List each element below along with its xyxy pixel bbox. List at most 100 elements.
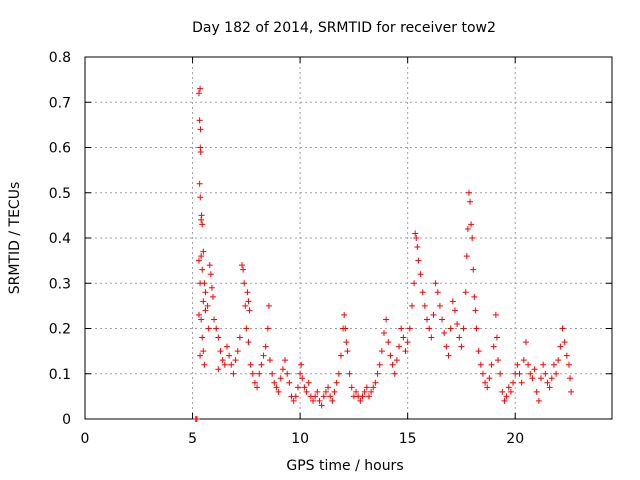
data-point bbox=[475, 348, 482, 355]
data-point bbox=[246, 307, 253, 314]
data-point bbox=[567, 375, 574, 382]
data-point bbox=[565, 361, 572, 368]
data-point bbox=[297, 370, 304, 377]
data-point bbox=[473, 325, 480, 332]
data-point bbox=[264, 325, 271, 332]
data-point bbox=[215, 334, 222, 341]
data-point bbox=[520, 357, 527, 364]
y-tick-label: 0.7 bbox=[49, 95, 71, 111]
data-point bbox=[242, 302, 249, 309]
data-point bbox=[432, 280, 439, 287]
data-point bbox=[337, 352, 344, 359]
data-point bbox=[207, 271, 214, 278]
data-point bbox=[516, 370, 523, 377]
data-point bbox=[445, 352, 452, 359]
data-point bbox=[279, 366, 286, 373]
data-point bbox=[221, 361, 228, 368]
data-point bbox=[463, 253, 470, 260]
data-point bbox=[501, 397, 508, 404]
labels: Day 182 of 2014, SRMTID for receiver tow… bbox=[7, 20, 496, 474]
data-point bbox=[542, 370, 549, 377]
data-point bbox=[471, 293, 478, 300]
data-point bbox=[424, 316, 431, 323]
data-point bbox=[236, 334, 243, 341]
data-point bbox=[277, 375, 284, 382]
x-tick-label: 10 bbox=[291, 431, 309, 447]
data-point bbox=[374, 370, 381, 377]
data-point bbox=[251, 379, 258, 386]
data-point bbox=[460, 325, 467, 332]
y-tick-label: 0.2 bbox=[49, 322, 71, 338]
data-point bbox=[335, 370, 342, 377]
data-point bbox=[199, 266, 206, 273]
data-point bbox=[533, 388, 540, 395]
data-points bbox=[192, 85, 575, 422]
data-point bbox=[451, 307, 458, 314]
data-point bbox=[559, 325, 566, 332]
data-point bbox=[198, 253, 205, 260]
data-point bbox=[303, 388, 310, 395]
data-point bbox=[456, 334, 463, 341]
data-point bbox=[413, 235, 420, 241]
data-point bbox=[477, 361, 484, 368]
data-point bbox=[380, 330, 387, 337]
data-point bbox=[232, 357, 239, 364]
data-point bbox=[344, 348, 351, 355]
data-point bbox=[546, 384, 553, 391]
data-point bbox=[469, 235, 476, 241]
data-point bbox=[402, 348, 409, 355]
data-point bbox=[198, 216, 205, 223]
data-point bbox=[398, 325, 405, 332]
data-point bbox=[408, 302, 415, 309]
data-point bbox=[342, 325, 349, 332]
data-point bbox=[206, 262, 213, 269]
data-point bbox=[548, 375, 555, 382]
data-point bbox=[439, 316, 446, 323]
data-point bbox=[275, 388, 282, 395]
data-point bbox=[262, 343, 269, 350]
data-point bbox=[540, 361, 547, 368]
data-point bbox=[348, 384, 355, 391]
data-point bbox=[467, 198, 474, 205]
data-point bbox=[378, 348, 385, 355]
data-point bbox=[361, 388, 368, 395]
data-point bbox=[197, 194, 204, 201]
y-tick-label: 0.6 bbox=[49, 141, 71, 157]
data-point bbox=[256, 370, 263, 377]
x-tick-label: 20 bbox=[506, 431, 524, 447]
data-point bbox=[298, 361, 305, 368]
data-point bbox=[247, 361, 254, 368]
data-point bbox=[482, 379, 489, 386]
data-point bbox=[284, 370, 291, 377]
data-point bbox=[412, 230, 419, 237]
data-point bbox=[201, 280, 208, 287]
data-point bbox=[359, 393, 366, 400]
data-point bbox=[292, 393, 299, 400]
data-point bbox=[464, 225, 471, 232]
data-point bbox=[258, 361, 265, 368]
data-point bbox=[353, 388, 360, 395]
data-point bbox=[465, 189, 472, 196]
data-point bbox=[265, 302, 272, 309]
data-point bbox=[202, 307, 209, 314]
data-point bbox=[193, 416, 200, 422]
y-tick-label: 0.4 bbox=[49, 231, 71, 247]
data-point bbox=[320, 393, 327, 400]
data-point bbox=[561, 339, 568, 346]
data-point bbox=[376, 361, 383, 368]
data-point bbox=[531, 366, 538, 373]
data-point bbox=[529, 375, 536, 382]
data-point bbox=[254, 384, 261, 391]
data-point bbox=[544, 379, 551, 386]
data-point bbox=[514, 361, 521, 368]
data-point bbox=[346, 370, 353, 377]
data-point bbox=[199, 221, 206, 228]
x-tick-label: 5 bbox=[188, 431, 197, 447]
data-point bbox=[197, 149, 204, 156]
data-point bbox=[273, 384, 280, 391]
data-point bbox=[494, 357, 501, 364]
data-point bbox=[197, 352, 204, 359]
data-point bbox=[196, 180, 203, 187]
data-point bbox=[301, 384, 308, 391]
grid bbox=[85, 57, 612, 419]
